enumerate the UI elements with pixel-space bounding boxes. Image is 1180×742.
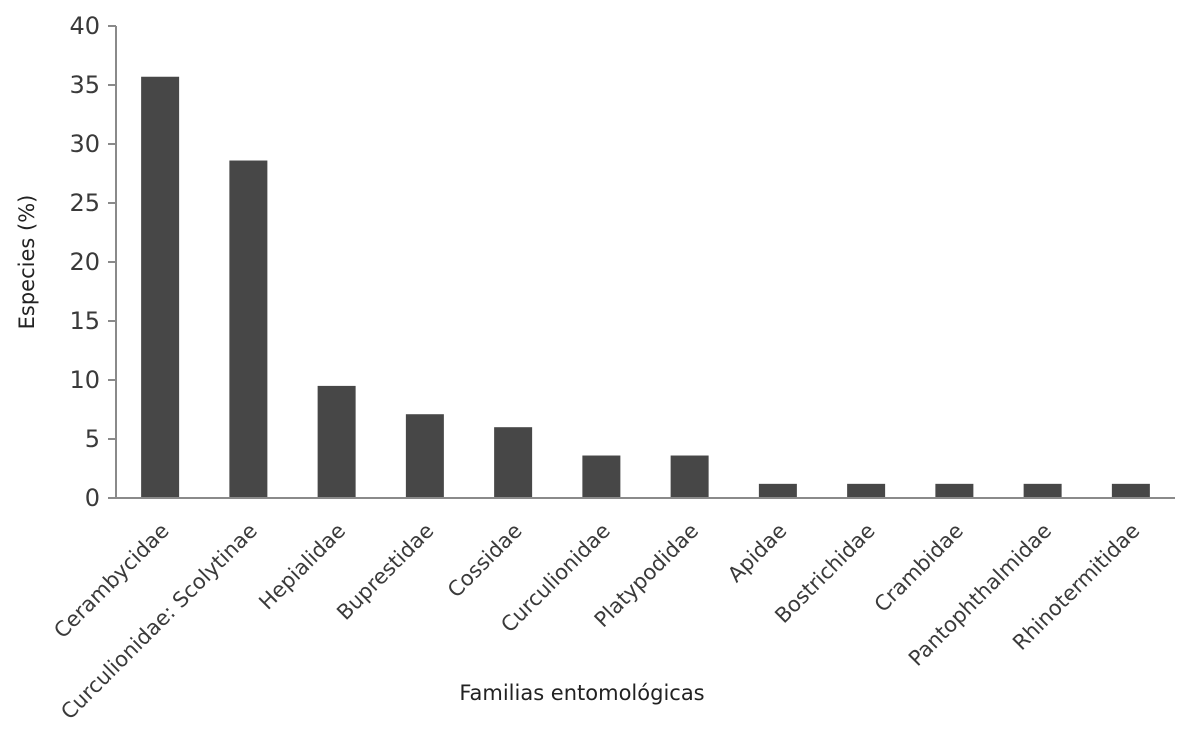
bar: [141, 76, 180, 499]
bar: [758, 483, 797, 498]
y-tick-label: 35: [69, 71, 100, 99]
x-category-label: Cossidae: [443, 519, 527, 603]
x-category-label: Crambidae: [870, 519, 968, 617]
bar: [494, 427, 533, 498]
bar: [405, 414, 444, 498]
y-axis-title: Especies (%): [15, 195, 39, 330]
y-axis-ticks: 0 5 10 15 20 25 30 35 40: [69, 12, 116, 512]
bar: [317, 385, 356, 498]
bar: [670, 455, 709, 498]
x-axis-title: Familias entomológicas: [459, 681, 704, 705]
bars: [141, 76, 1150, 499]
y-tick-label: 20: [69, 248, 100, 276]
y-tick-label: 30: [69, 130, 100, 158]
y-tick-label: 0: [85, 484, 100, 512]
bar: [1111, 483, 1150, 498]
y-tick-label: 15: [69, 307, 100, 335]
y-tick-label: 40: [69, 12, 100, 40]
x-category-label: Hepialidae: [254, 519, 350, 615]
bar: [935, 483, 974, 498]
bar: [229, 160, 268, 498]
y-tick-label: 10: [69, 366, 100, 394]
bar: [847, 483, 886, 498]
x-category-label: Apidae: [723, 519, 791, 587]
y-tick-label: 5: [85, 425, 100, 453]
bar: [1023, 483, 1062, 498]
y-tick-label: 25: [69, 189, 100, 217]
bar: [582, 455, 621, 498]
